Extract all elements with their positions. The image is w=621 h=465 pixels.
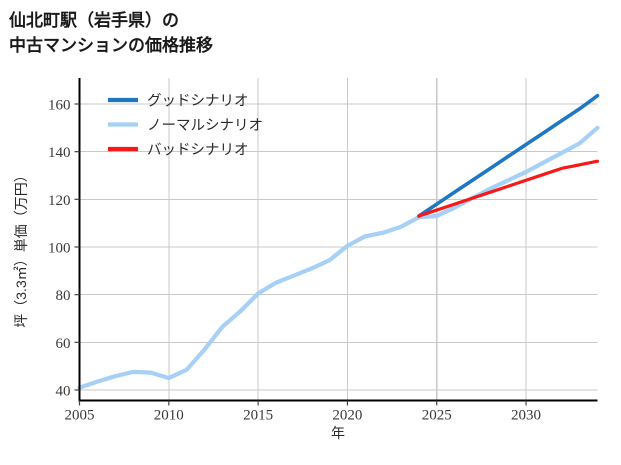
title-line-1: 仙北町駅（岩手県）の [9,11,179,30]
y-tick-label-80: 80 [56,288,71,304]
series-group [77,93,600,390]
y-tick-label-100: 100 [48,241,71,257]
y-tick-label-160: 160 [48,98,71,114]
legend-label-0: グッドシナリオ [147,93,249,110]
x-tick-label-2025: 2025 [422,408,452,424]
series-line-good [417,93,600,218]
x-tick-label-2030: 2030 [511,408,541,424]
y-tick-label-60: 60 [56,336,71,352]
series-line-bad [417,159,600,218]
vertical-gridlines-group [168,78,527,401]
series-line-normal [77,125,600,390]
y-axis-title: 坪（3.3㎡）単価（万円） [13,168,29,327]
y-tick-label-140: 140 [48,145,71,161]
page-title: 仙北町駅（岩手県）の中古マンションの価格推移 [9,8,213,58]
legend-label-2: バッドシナリオ [147,143,249,159]
legend-label-1: ノーマルシナリオ [147,118,263,134]
x-tick-label-2020: 2020 [332,408,362,424]
y-tick-label-40: 40 [56,384,71,400]
title-line-2: 中古マンションの価格推移 [9,36,213,55]
y-tick-label-120: 120 [48,193,71,209]
axes-group [78,78,598,402]
gridlines-group [79,103,598,391]
x-axis-title: 年 [331,425,345,441]
x-tick-label-2010: 2010 [154,408,184,424]
x-tick-label-2005: 2005 [65,408,95,424]
tick-labels-group: 40 60 80 100 120 140 160 2005 2010 2015 2020 2025 20… [48,98,541,424]
x-tick-label-2015: 2015 [243,408,273,424]
